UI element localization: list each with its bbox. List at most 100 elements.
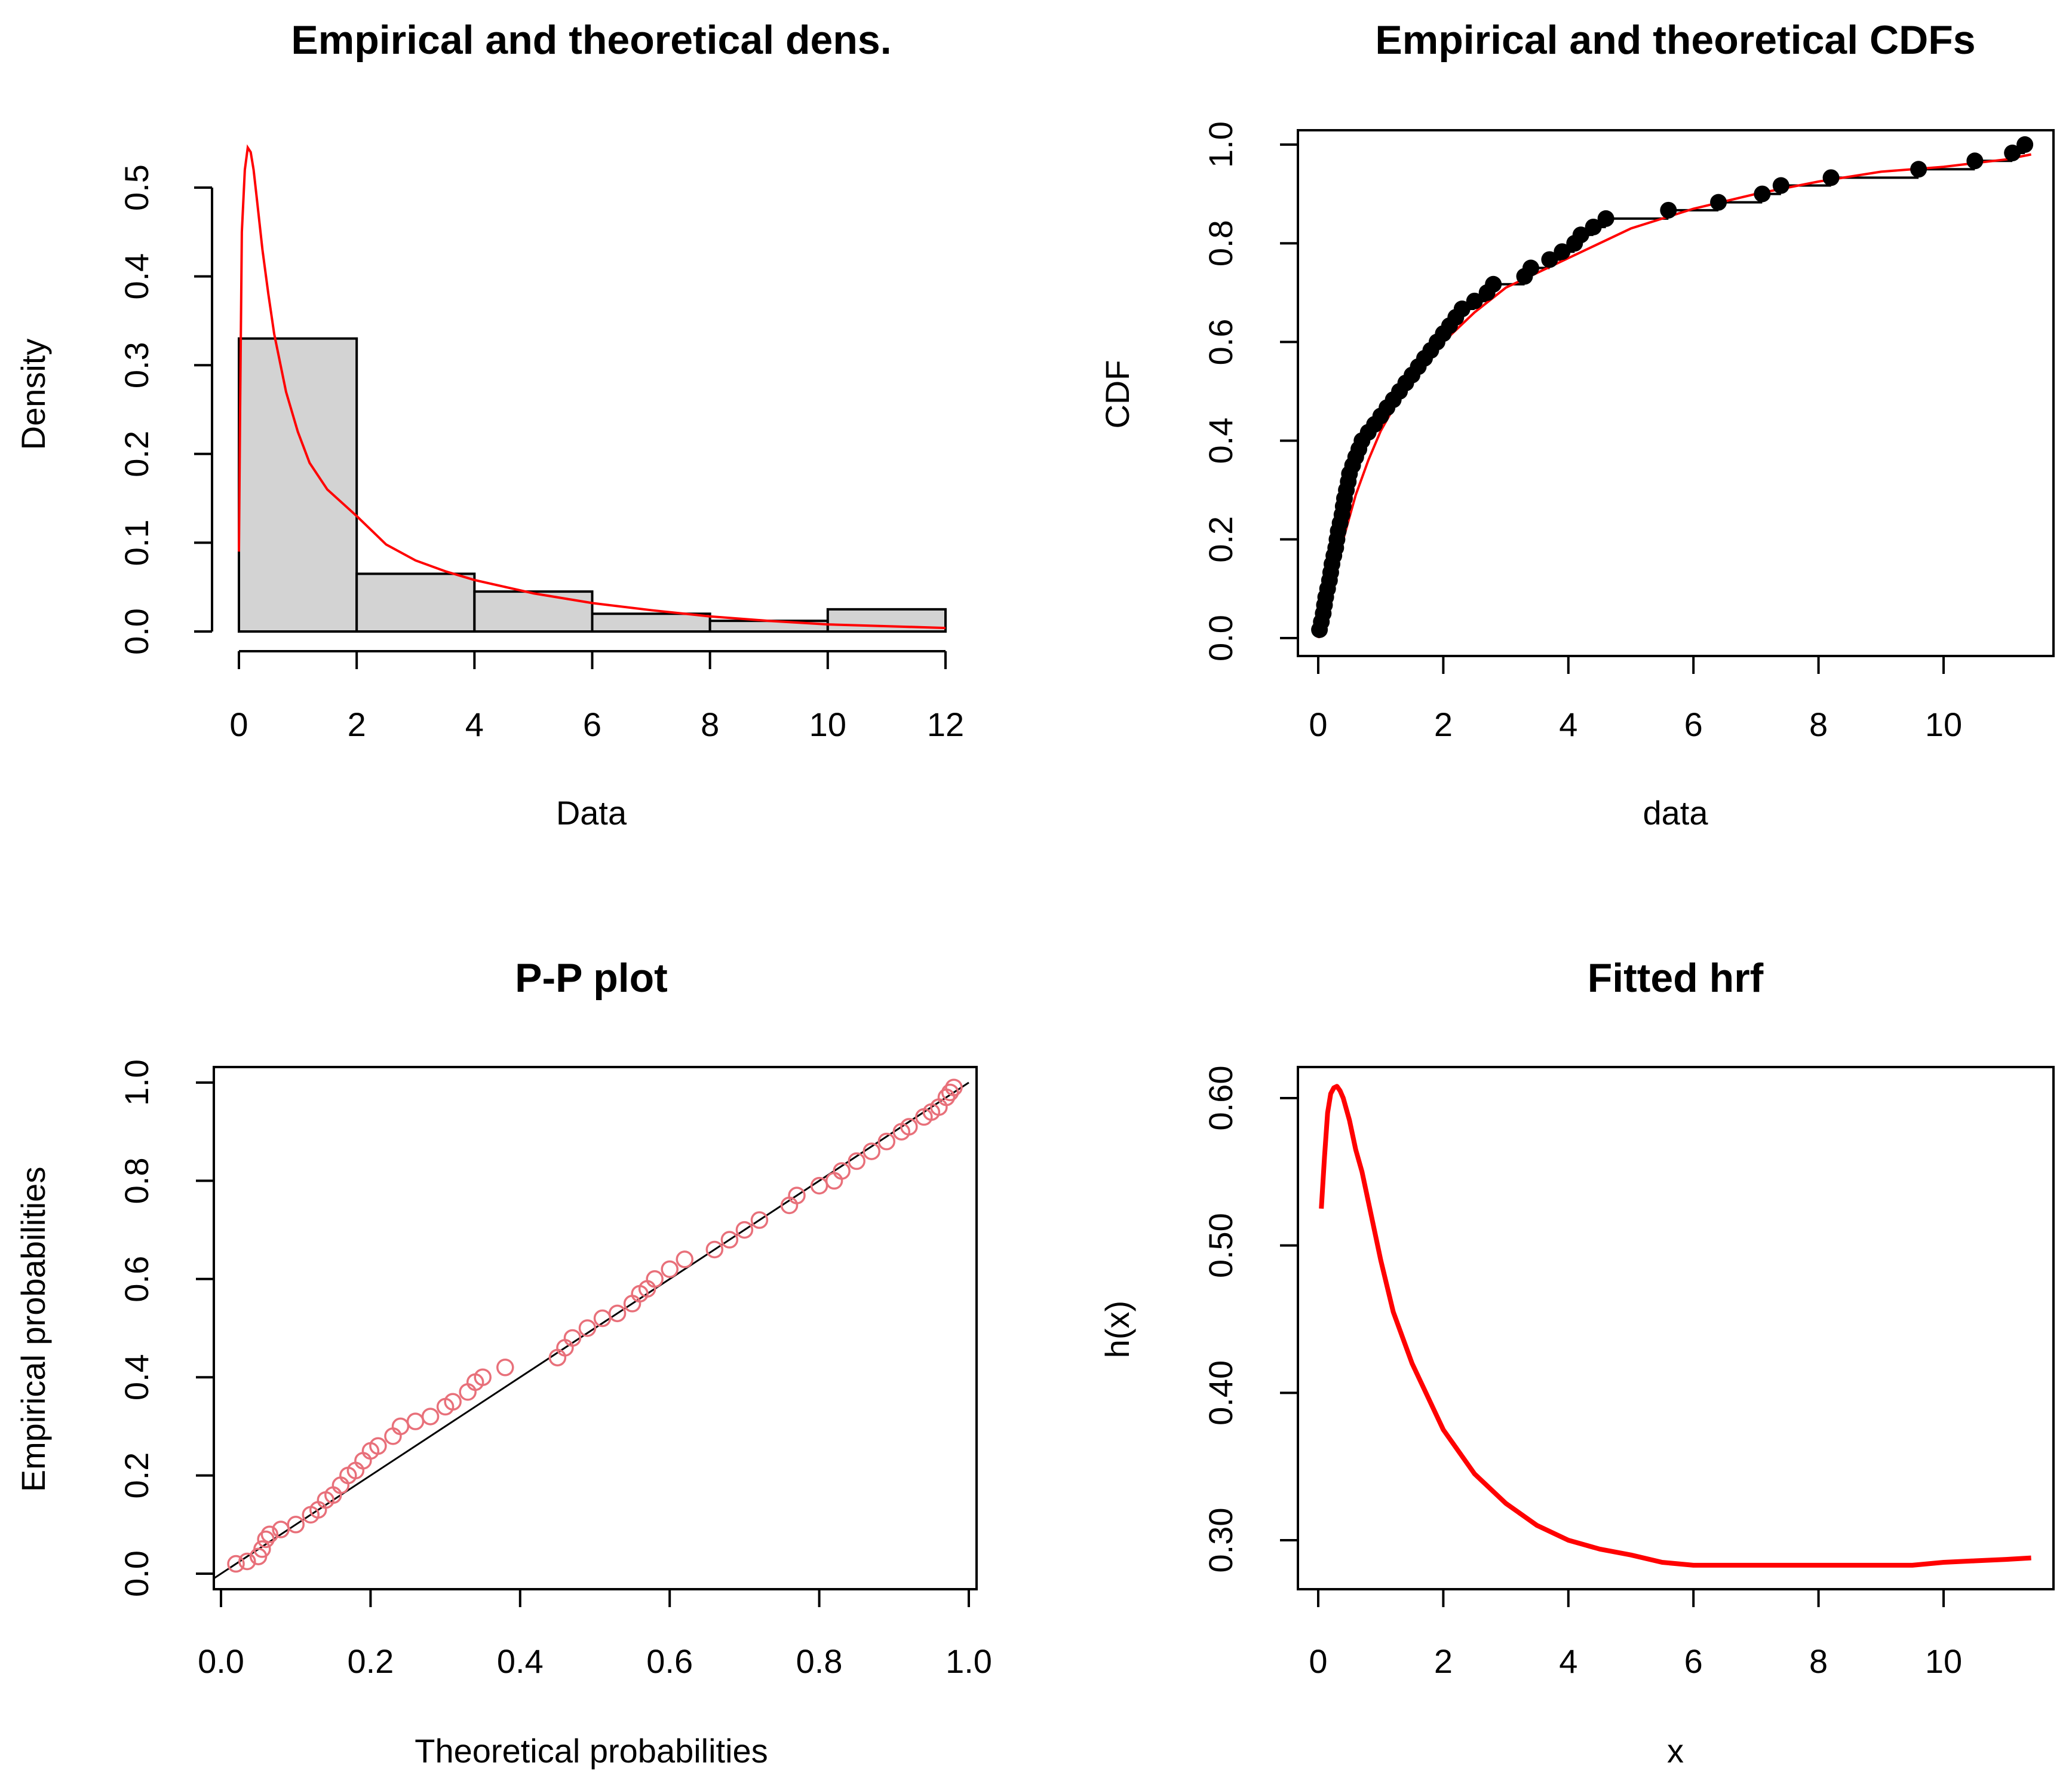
cdf-point: [1754, 185, 1771, 203]
histogram-bar: [591, 612, 711, 633]
hrf-y-tick-label: 0.50: [1202, 1213, 1239, 1278]
cdf-y-tick-label: 0.4: [1202, 418, 1239, 464]
hrf-curve: [1319, 1084, 2031, 1568]
cdf-point: [2004, 145, 2021, 162]
pp-y-tick-label: 0.6: [118, 1256, 155, 1302]
density-x-tick-label: 0: [229, 706, 248, 743]
pp-point: [287, 1516, 305, 1534]
cdf-point: [1660, 201, 1677, 219]
pp-point: [444, 1393, 462, 1411]
hrf-xlabel: x: [1667, 1732, 1684, 1770]
pp-point: [646, 1270, 664, 1288]
pp-x-tick-label: 0.6: [646, 1642, 693, 1680]
cdf-point: [1772, 177, 1789, 194]
cdf-y-tick-label: 1.0: [1202, 121, 1239, 168]
pp-point: [676, 1250, 693, 1268]
density-x-tick-label: 2: [348, 706, 366, 743]
cdf-ylabel: CDF: [1098, 360, 1136, 428]
cdf-y-tick-label: 0.6: [1202, 318, 1239, 365]
density-xlabel: Data: [556, 794, 627, 832]
density-y-tick-label: 0.2: [118, 431, 155, 477]
cdf-xlabel: data: [1643, 794, 1709, 832]
hrf-x-tick-label: 2: [1434, 1642, 1453, 1680]
pp-point: [945, 1078, 963, 1096]
pp-point: [421, 1408, 440, 1426]
cdf-y-tick-label: 0.2: [1202, 516, 1239, 563]
cdf-point: [2016, 136, 2034, 153]
hrf-y-tick-label: 0.40: [1202, 1360, 1239, 1426]
cdf-panel: Empirical and theoretical CDFs 0 2 4 6 8 10 0.…: [1098, 17, 2055, 832]
cdf-point: [1453, 301, 1471, 318]
pp-reference-line: [213, 1081, 969, 1580]
pp-point: [941, 1083, 959, 1102]
pp-point: [578, 1319, 597, 1337]
cdf-x-tick-label: 8: [1809, 706, 1828, 743]
density-x-tick-label: 10: [809, 706, 846, 743]
hrf-x-tick-label: 10: [1925, 1642, 1962, 1680]
pp-x-tick-label: 0.0: [198, 1642, 244, 1680]
hrf-line: [1319, 1084, 2031, 1568]
pp-y-tick-label: 0.8: [118, 1157, 155, 1204]
cdf-point: [1485, 275, 1502, 293]
cdf-x-tick-label: 0: [1309, 706, 1327, 743]
cdf-point: [1597, 210, 1614, 227]
hrf-title: Fitted hrf: [1588, 955, 1764, 1001]
hrf-y-tick-label: 0.30: [1202, 1508, 1239, 1573]
pp-title: P-P plot: [515, 955, 668, 1001]
pp-ylabel: Empirical probabilities: [14, 1167, 52, 1492]
pp-x-tick-label: 0.2: [347, 1642, 394, 1680]
hrf-x-tick-label: 8: [1809, 1642, 1828, 1680]
density-y-tick-label: 0.1: [118, 519, 155, 566]
density-x-tick-label: 12: [927, 706, 964, 743]
pp-point: [238, 1552, 256, 1571]
pp-point: [253, 1540, 271, 1558]
density-x-tick-label: 8: [701, 706, 719, 743]
cdf-y-tick-label: 0.0: [1202, 615, 1239, 661]
cdf-point: [1710, 194, 1727, 211]
cdf-title: Empirical and theoretical CDFs: [1375, 17, 1975, 63]
density-y-tick-label: 0.3: [118, 342, 155, 388]
cdf-empirical-points: [1311, 136, 2034, 638]
cdf-point: [1554, 243, 1571, 260]
hrf-panel: Fitted hrf 0 2 4 6 8 10 0.30 0.40 0.50 0.60 x h(x…: [1098, 955, 2055, 1770]
pp-point: [227, 1555, 245, 1573]
pp-points: [227, 1078, 963, 1573]
density-y-tick-label: 0.5: [118, 164, 155, 211]
pp-point: [474, 1368, 492, 1386]
histogram-bar: [355, 572, 476, 633]
fitted-density-line: [238, 144, 946, 630]
pp-diagonal: [213, 1081, 969, 1580]
pp-point: [661, 1260, 679, 1279]
pp-point: [705, 1240, 724, 1259]
histogram-bar: [238, 337, 358, 633]
density-fitted-curve: [238, 144, 946, 630]
density-ylabel: Density: [14, 339, 52, 450]
density-y-tick-label: 0.0: [118, 608, 155, 655]
pp-axes: 0.0 0.2 0.4 0.6 0.8 1.0 0.0 0.2 0.4 0.6 0.8 1.0: [118, 1059, 992, 1680]
pp-y-tick-label: 0.4: [118, 1354, 155, 1400]
hrf-y-tick-label: 0.60: [1202, 1066, 1239, 1131]
density-y-tick-label: 0.4: [118, 253, 155, 300]
pp-point: [257, 1530, 275, 1549]
cdf-point: [1541, 251, 1558, 268]
pp-x-tick-label: 1.0: [946, 1642, 992, 1680]
density-panel: Empirical and theoretical dens. 0 2 4 6 8 10 1…: [14, 17, 964, 832]
pp-point: [833, 1162, 851, 1180]
pp-x-tick-label: 0.4: [497, 1642, 544, 1680]
cdf-point: [1966, 152, 1984, 170]
histogram-bar: [473, 590, 594, 633]
pp-point: [750, 1211, 769, 1229]
cdf-point: [1522, 259, 1539, 277]
pp-point: [369, 1437, 387, 1455]
density-x-tick-label: 6: [583, 706, 601, 743]
cdf-x-tick-label: 2: [1434, 706, 1453, 743]
pp-panel: P-P plot 0.0 0.2 0.4 0.6 0.8 1.00.00.20.40.60…: [14, 955, 992, 1770]
cdf-point: [1466, 292, 1483, 309]
pp-y-tick-label: 1.0: [118, 1059, 155, 1106]
density-x-tick-label: 4: [465, 706, 484, 743]
cdf-y-tick-label: 0.8: [1202, 220, 1239, 266]
hrf-ylabel: h(x): [1098, 1301, 1136, 1358]
cdf-point: [1910, 161, 1927, 178]
pp-y-tick-label: 0.2: [118, 1452, 155, 1499]
